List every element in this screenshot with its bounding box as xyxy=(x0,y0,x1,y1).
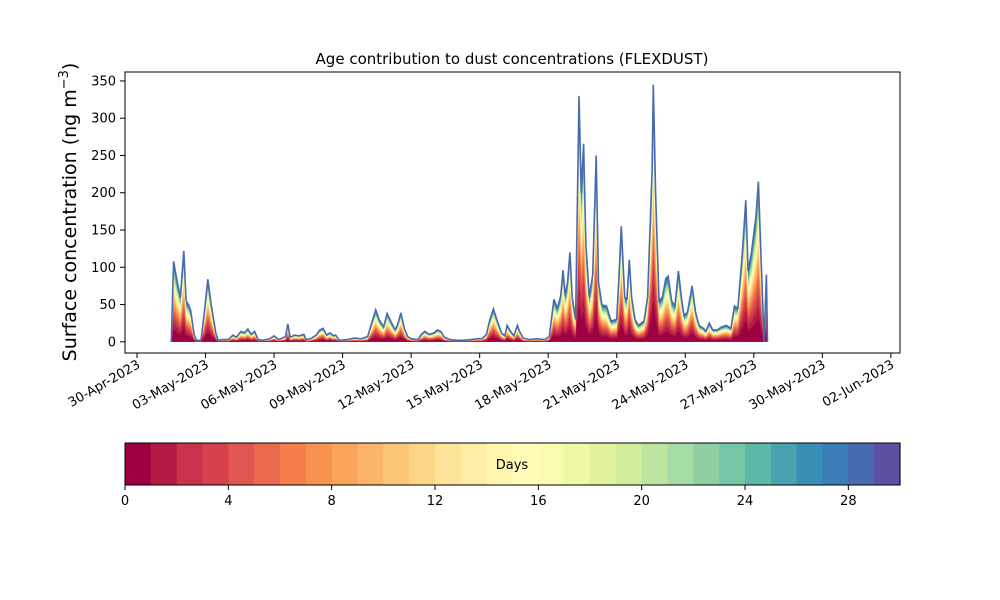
colorbar-bin xyxy=(719,443,746,485)
colorbar-bin xyxy=(512,443,539,485)
plot-frame xyxy=(124,71,901,354)
colorbar-bin xyxy=(770,443,798,485)
y-axis-label-close: ) xyxy=(59,63,81,70)
colorbar-bin xyxy=(125,443,152,485)
y-axis: 0 50 100 150 200 250 300 350 xyxy=(91,74,125,350)
colorbar-bin xyxy=(745,443,772,485)
colorbar-bin xyxy=(564,443,591,485)
x-tick-label: 06-May-2023 xyxy=(198,357,280,413)
colorbar-tick-label: 4 xyxy=(224,494,232,509)
y-axis-label-superscript: −3 xyxy=(57,70,72,89)
x-tick-label: 09-May-2023 xyxy=(267,357,349,413)
y-axis-label: Surface concentration (ng m−3) xyxy=(57,63,81,362)
colorbar-bin xyxy=(357,443,384,485)
colorbar-bin xyxy=(202,443,229,485)
y-tick-label: 250 xyxy=(91,149,116,164)
colorbar-bin xyxy=(409,443,436,485)
x-tick-label: 27-May-2023 xyxy=(678,357,760,413)
x-tick-label: 02-Jun-2023 xyxy=(820,357,897,410)
colorbar-bin xyxy=(176,443,204,485)
colorbar-tick-label: 28 xyxy=(840,494,857,509)
colorbar-bin xyxy=(796,443,824,485)
colorbar-bin xyxy=(486,443,514,485)
colorbar-bin xyxy=(228,443,255,485)
y-tick-label: 100 xyxy=(91,261,116,276)
colorbar-bin xyxy=(331,443,359,485)
x-tick-label: 03-May-2023 xyxy=(130,357,212,413)
x-tick-label: 12-May-2023 xyxy=(335,357,417,413)
y-tick-label: 150 xyxy=(91,224,116,239)
colorbar-bin xyxy=(435,443,462,485)
colorbar-bin xyxy=(254,443,281,485)
colorbar xyxy=(125,443,901,485)
x-tick-label: 30-May-2023 xyxy=(747,357,829,413)
colorbar-bin xyxy=(848,443,875,485)
x-tick-label: 15-May-2023 xyxy=(404,357,486,413)
colorbar-bin xyxy=(641,443,669,485)
colorbar-tick-label: 16 xyxy=(530,494,547,509)
colorbar-label: Days xyxy=(496,458,529,473)
colorbar-frame xyxy=(124,442,901,486)
colorbar-bin xyxy=(280,443,307,485)
colorbar-bin xyxy=(590,443,617,485)
colorbar-bin xyxy=(822,443,849,485)
y-tick-label: 0 xyxy=(108,335,116,350)
colorbar-bin xyxy=(305,443,333,485)
colorbar-bin xyxy=(693,443,720,485)
x-tick-label: 24-May-2023 xyxy=(610,357,692,413)
colorbar-tick-label: 20 xyxy=(633,494,650,509)
colorbar-tick-label: 24 xyxy=(737,494,754,509)
total-concentration-outline xyxy=(170,84,769,342)
colorbar-tick-label: 8 xyxy=(328,494,336,509)
chart-title: Age contribution to dust concentrations … xyxy=(316,50,709,68)
y-tick-label: 200 xyxy=(91,186,116,201)
colorbar-bin xyxy=(150,443,178,485)
x-tick-label: 18-May-2023 xyxy=(473,357,555,413)
colorbar-bin xyxy=(874,443,901,485)
colorbar-ticks: 0 4 8 12 16 20 24 28 xyxy=(121,485,857,509)
y-tick-label: 300 xyxy=(91,112,116,127)
age-layer-areas xyxy=(171,84,768,342)
colorbar-bin xyxy=(383,443,410,485)
x-tick-label: 21-May-2023 xyxy=(541,357,623,413)
colorbar-bin xyxy=(538,443,565,485)
colorbar-bin xyxy=(460,443,488,485)
colorbar-bin xyxy=(667,443,694,485)
colorbar-tick-label: 0 xyxy=(121,494,129,509)
colorbar-tick-label: 12 xyxy=(427,494,444,509)
y-tick-label: 350 xyxy=(91,74,116,89)
x-axis: 30-Apr-202303-May-202306-May-202309-May-… xyxy=(66,353,897,413)
y-tick-label: 50 xyxy=(99,298,116,313)
colorbar-bin xyxy=(615,443,643,485)
